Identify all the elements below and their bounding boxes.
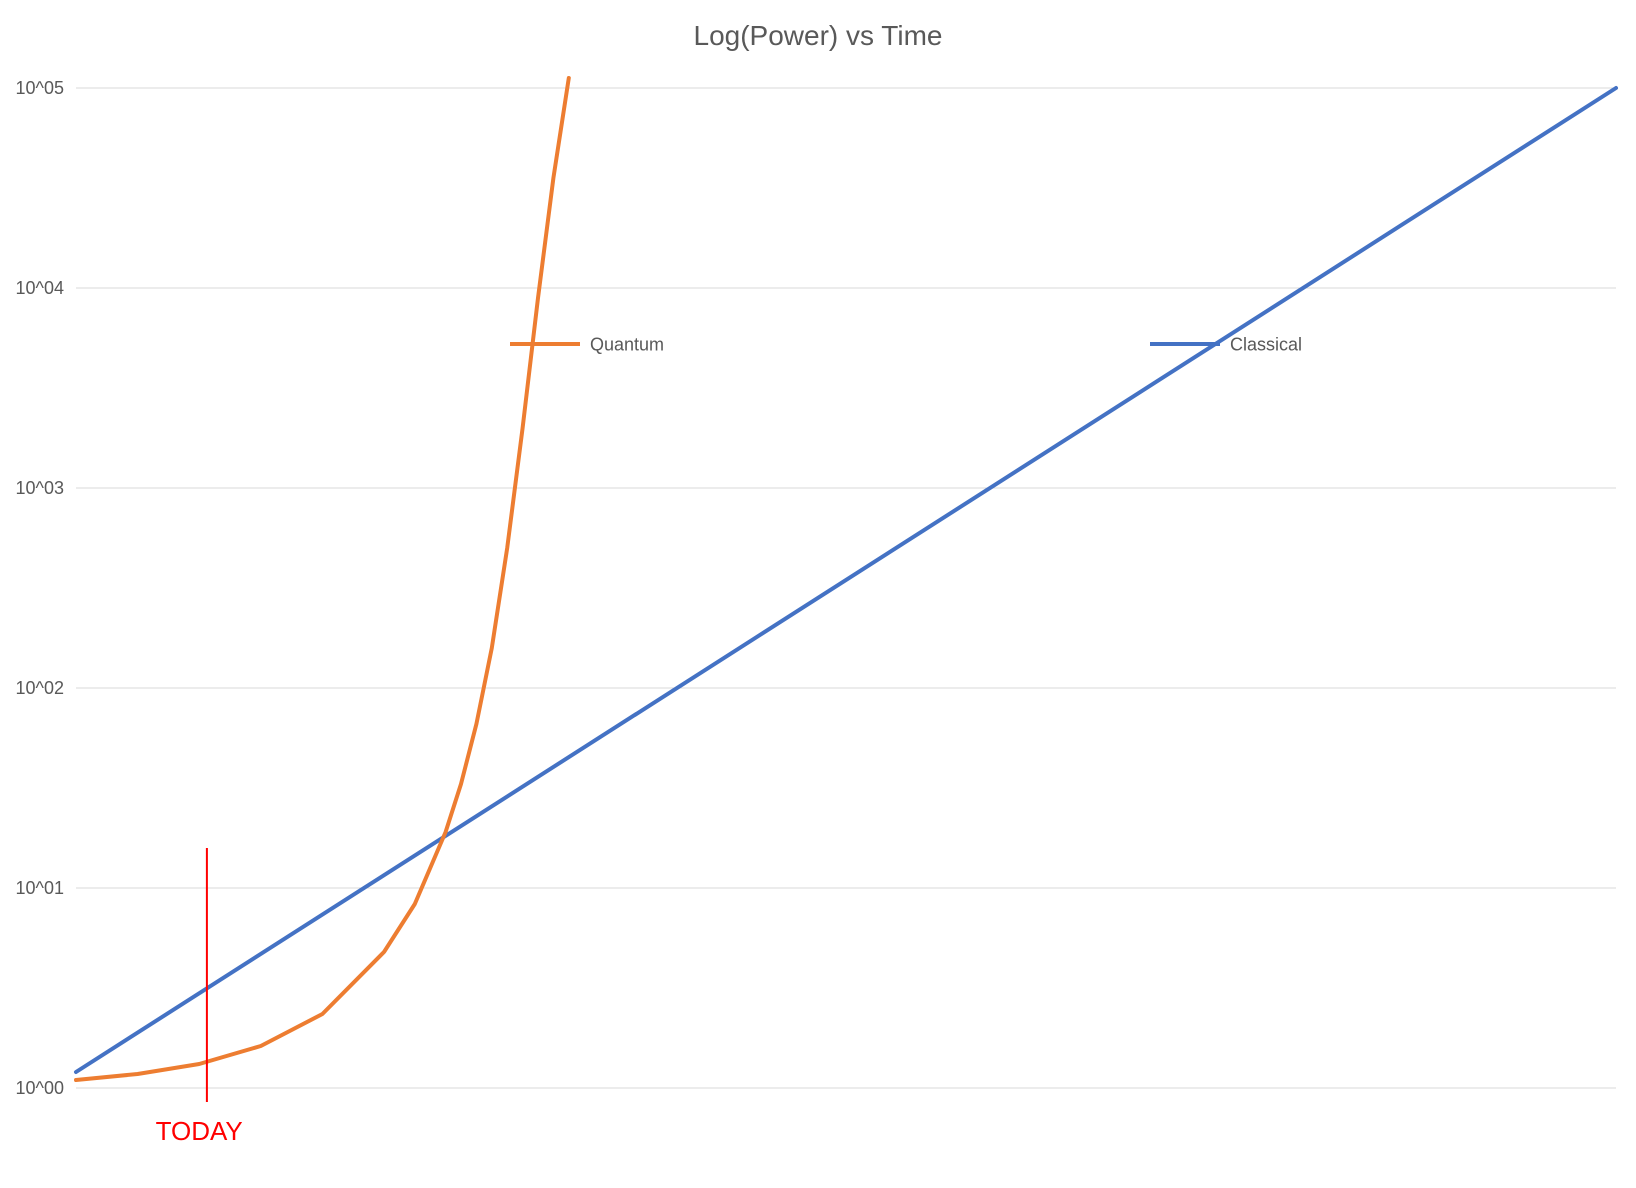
chart-container: Log(Power) vs Time 10^0010^0110^0210^031… xyxy=(0,0,1636,1188)
series-classical xyxy=(76,88,1616,1072)
series-quantum xyxy=(76,78,569,1080)
y-tick-label: 10^01 xyxy=(16,878,65,898)
y-tick-label: 10^02 xyxy=(16,678,65,698)
y-tick-label: 10^05 xyxy=(16,78,65,98)
quantum-legend-label: Quantum xyxy=(590,334,664,354)
today-label: TODAY xyxy=(156,1116,243,1146)
y-tick-label: 10^03 xyxy=(16,478,65,498)
y-tick-label: 10^00 xyxy=(16,1078,65,1098)
chart-title: Log(Power) vs Time xyxy=(0,20,1636,52)
chart-svg: 10^00 10^01 10^02 10^03 10^04 10^05 Quantum Cla… xyxy=(0,0,1636,1188)
y-tick-label: 10^04 xyxy=(16,278,65,298)
classical-legend-label: Classical xyxy=(1230,334,1302,354)
